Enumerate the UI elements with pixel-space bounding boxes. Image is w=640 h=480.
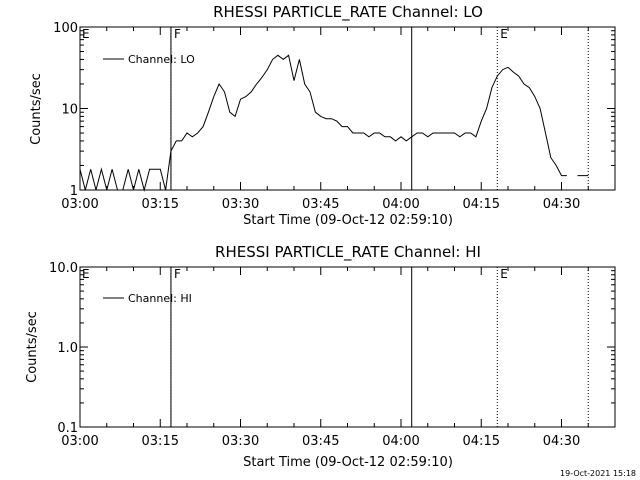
x-tick-label: 04:30 <box>543 197 580 212</box>
x-tick-label: 04:00 <box>382 197 419 212</box>
chart-panel-lo: RHESSI PARTICLE_RATE Channel: LO Counts/… <box>29 3 616 228</box>
chart-title: RHESSI PARTICLE_RATE Channel: HI <box>215 243 481 262</box>
plot-frame <box>79 266 616 428</box>
y-tick-label: 1 <box>70 184 78 199</box>
y-tick-label: 100 <box>53 21 78 36</box>
chart-panel-hi: RHESSI PARTICLE_RATE Channel: HI Counts/… <box>25 243 616 470</box>
x-tick-label: 04:15 <box>463 434 500 449</box>
y-tick-label: 10.0 <box>49 261 78 276</box>
x-tick-label: 03:45 <box>302 197 339 212</box>
y-axis-label: Counts/sec <box>25 311 40 383</box>
axis-ticks: 03:00 03:15 03:30 03:45 04:00 04:15 04:30 1 10 10… <box>53 21 616 212</box>
plot-frame <box>79 26 616 191</box>
legend: Channel: HI <box>103 292 192 305</box>
generation-timestamp: 19-Oct-2021 15:18 <box>560 469 636 478</box>
x-tick-label: 03:00 <box>61 197 98 212</box>
series-lines <box>79 54 589 192</box>
x-tick-label: 03:30 <box>222 434 259 449</box>
axis-ticks: 03:00 03:15 03:30 03:45 04:00 04:15 04:30 0.1 1.… <box>49 261 616 449</box>
event-label: E <box>82 27 90 41</box>
x-tick-label: 04:15 <box>463 197 500 212</box>
x-tick-label: 04:30 <box>543 434 580 449</box>
y-tick-label: 10 <box>61 103 78 118</box>
y-axis-label: Counts/sec <box>29 73 44 145</box>
x-tick-label: 03:00 <box>61 434 98 449</box>
event-markers: F EE <box>82 267 589 427</box>
chart-title: RHESSI PARTICLE_RATE Channel: LO <box>213 3 483 22</box>
event-label: E <box>500 27 508 41</box>
event-label: F <box>174 267 181 281</box>
x-tick-label: 03:45 <box>302 434 339 449</box>
event-label: F <box>174 27 181 41</box>
x-tick-label: 04:00 <box>382 434 419 449</box>
event-label: E <box>82 267 90 281</box>
x-axis-label: Start Time (09-Oct-12 02:59:10) <box>243 455 453 470</box>
y-tick-label: 1.0 <box>57 341 78 356</box>
x-tick-label: 03:30 <box>222 197 259 212</box>
legend: Channel: LO <box>103 53 195 66</box>
x-tick-label: 03:15 <box>142 197 179 212</box>
legend-entry: Channel: HI <box>128 292 192 305</box>
event-label: E <box>500 267 508 281</box>
series-line <box>79 54 589 192</box>
event-markers: F EE <box>82 27 589 190</box>
y-tick-label: 0.1 <box>57 421 78 436</box>
legend-entry: Channel: LO <box>128 53 195 66</box>
x-axis-label: Start Time (09-Oct-12 02:59:10) <box>243 213 453 228</box>
x-tick-label: 03:15 <box>142 434 179 449</box>
